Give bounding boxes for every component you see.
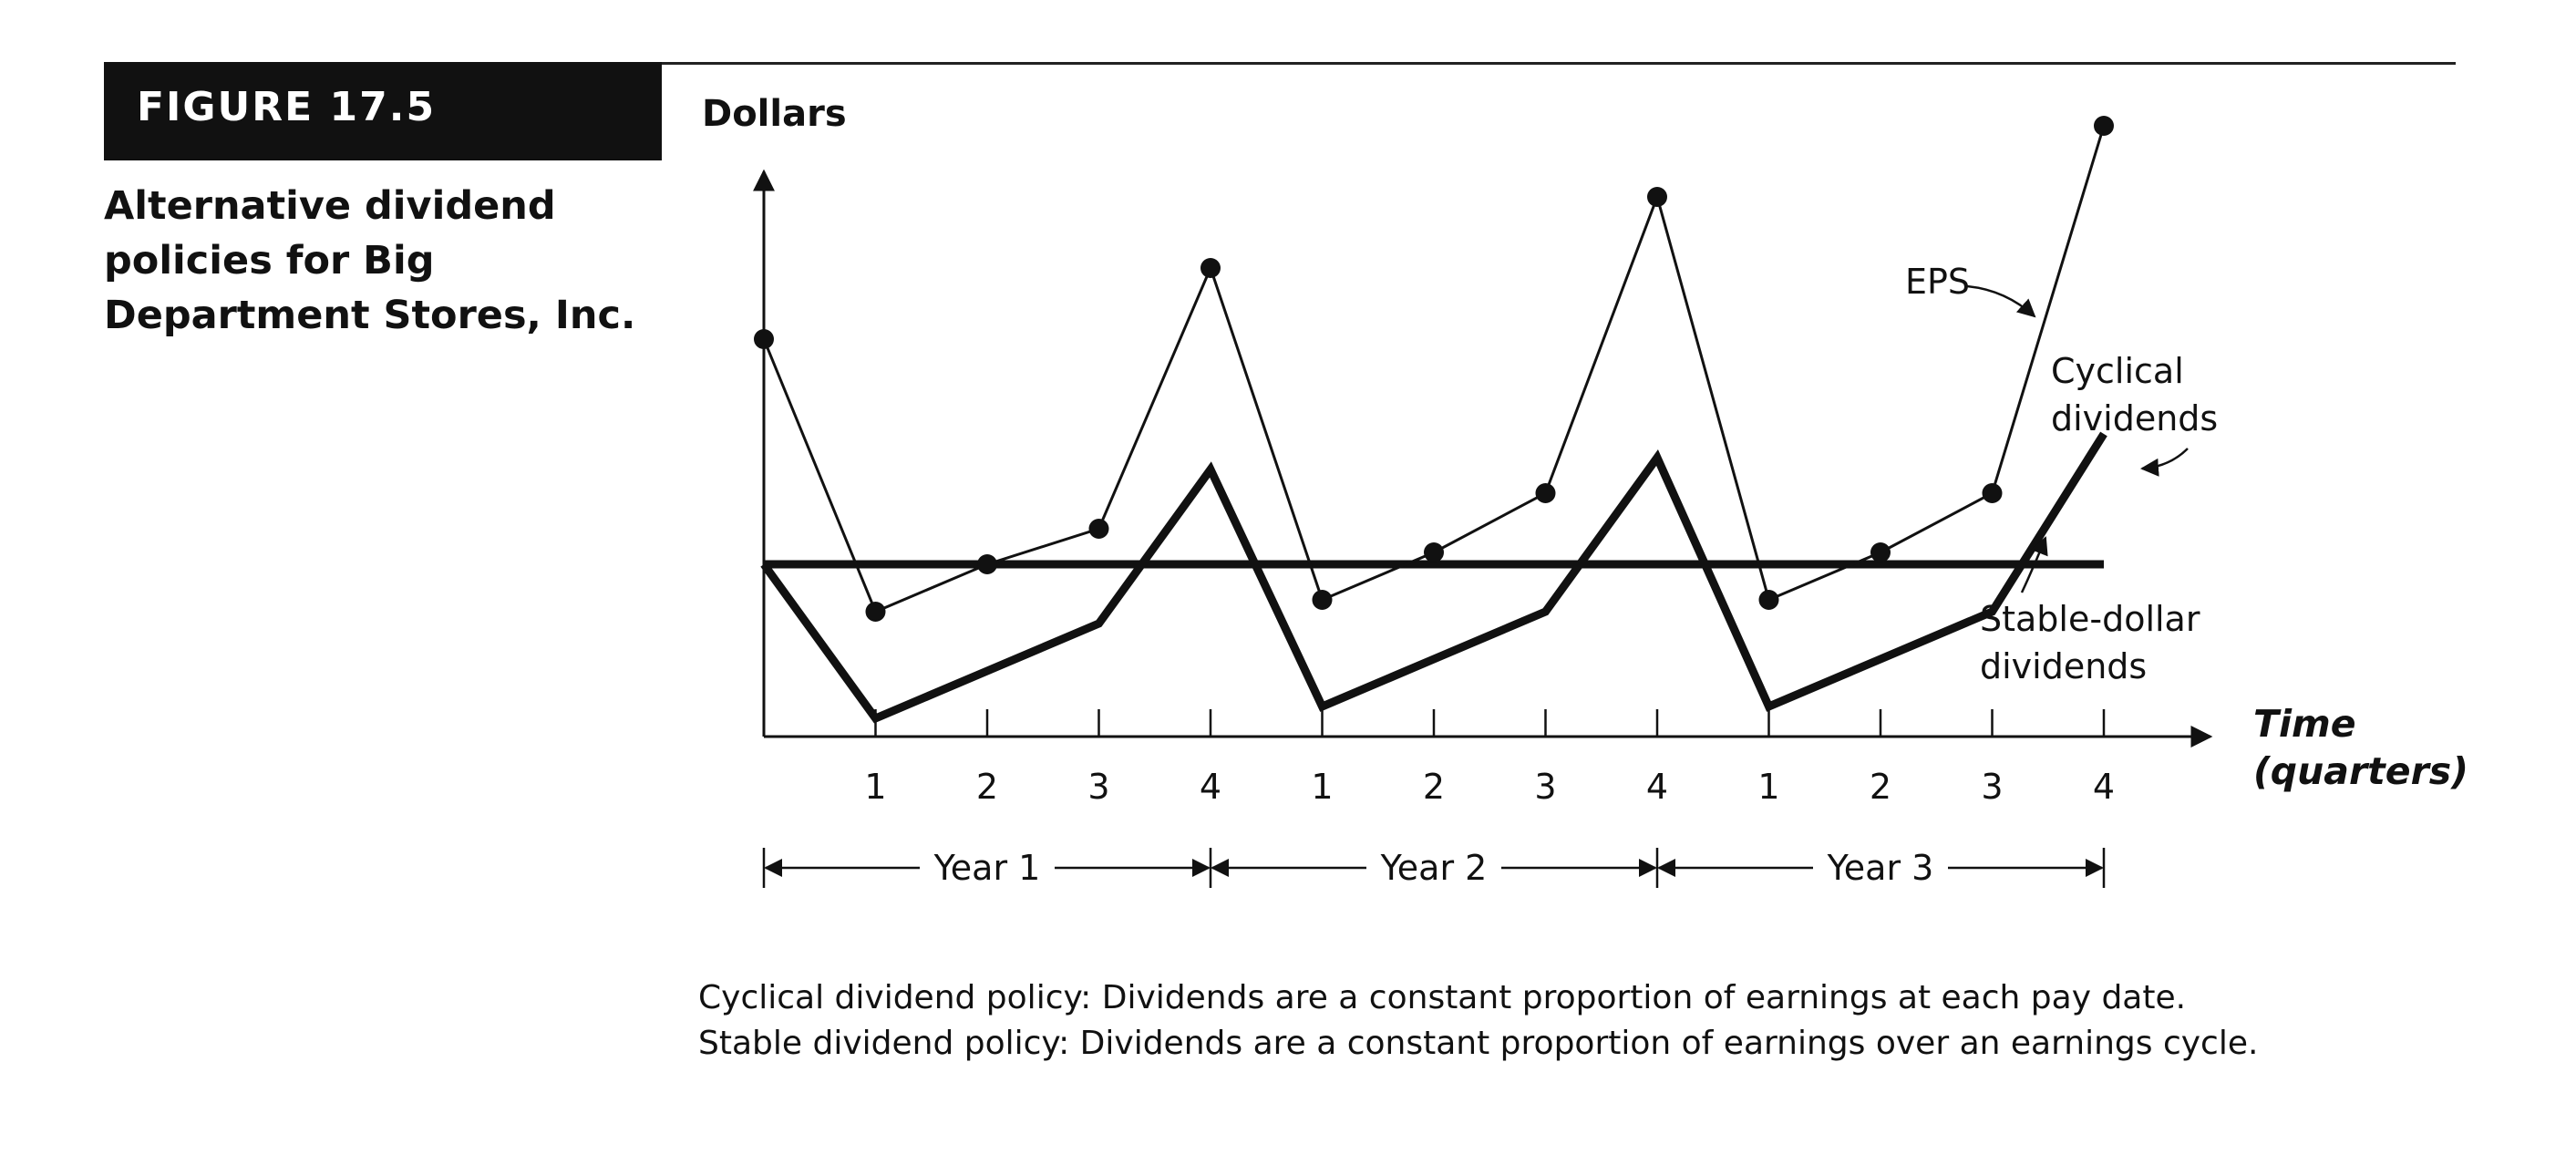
note-cyclical-policy: Cyclical dividend policy: Dividends are … <box>698 979 2187 1016</box>
x-tick-label: 3 <box>1981 767 2003 807</box>
annotation-eps-arrow <box>1966 284 2036 318</box>
eps-point <box>1535 483 1556 503</box>
eps-point <box>1200 258 1221 278</box>
x-tick-label: 2 <box>976 767 998 807</box>
eps-point <box>1982 483 2003 503</box>
period-label: Year 1 <box>933 848 1041 888</box>
x-tick-label: 4 <box>1646 767 1668 807</box>
series-cyclical-dividends <box>760 431 2107 724</box>
annotation-eps: EPS <box>1905 262 1970 302</box>
eps-point <box>1758 590 1779 610</box>
eps-point <box>1088 519 1109 539</box>
eps-point <box>1424 542 1444 562</box>
eps-point <box>1647 187 1667 207</box>
figure-label: FIGURE 17.5 <box>104 62 662 160</box>
x-tick-label: 3 <box>1534 767 1556 807</box>
x-tick-label: 1 <box>864 767 886 807</box>
eps-point <box>754 329 774 349</box>
eps-point <box>1870 542 1891 562</box>
series-eps <box>762 125 2106 614</box>
eps-point <box>1312 590 1333 610</box>
figure-caption: Alternative dividend policies for Big De… <box>104 183 636 338</box>
x-tick-label: 2 <box>1423 767 1445 807</box>
annotation-cyclical-dividends: dividends <box>2051 398 2218 438</box>
x-axis-label: Time <box>2253 702 2356 746</box>
period-label: Year 3 <box>1827 848 1934 888</box>
eps-point <box>865 602 886 622</box>
eps-point <box>2094 116 2114 136</box>
x-tick-label: 2 <box>1870 767 1891 807</box>
eps-point <box>977 554 997 574</box>
x-axis-label: (quarters) <box>2253 749 2468 793</box>
annotation-cyclical-dividends: Cyclical <box>2051 351 2184 391</box>
x-tick-label: 4 <box>1200 767 1221 807</box>
period-label: Year 2 <box>1380 848 1488 888</box>
y-axis-label: Dollars <box>702 93 847 135</box>
note-stable-policy: Stable dividend policy: Dividends are a … <box>698 1025 2259 1062</box>
annotation-stable-arrow <box>2020 536 2048 593</box>
x-tick-label: 1 <box>1311 767 1333 807</box>
annotation-stable-dollar-dividends: Stable-dollar <box>1980 599 2200 639</box>
x-tick-label: 4 <box>2093 767 2115 807</box>
x-tick-label: 3 <box>1087 767 1109 807</box>
top-rule <box>104 62 2456 65</box>
x-tick-label: 1 <box>1757 767 1779 807</box>
annotation-cyclical-arrow <box>2140 448 2189 477</box>
annotation-stable-dollar-dividends: dividends <box>1980 646 2147 686</box>
